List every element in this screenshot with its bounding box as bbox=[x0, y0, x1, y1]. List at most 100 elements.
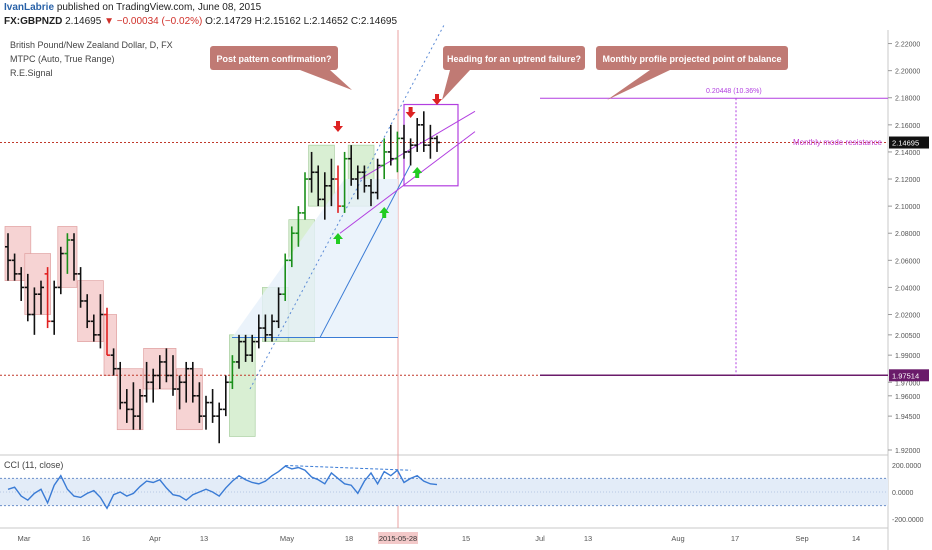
price-label-box bbox=[889, 369, 929, 382]
ohlc-bar bbox=[84, 294, 91, 329]
ohlc-bar bbox=[407, 138, 414, 166]
signal-box bbox=[308, 144, 335, 207]
ohlc-bar bbox=[434, 135, 440, 152]
y-tick-label: 2.10000 bbox=[895, 204, 920, 211]
ohlc-bar bbox=[156, 355, 163, 390]
ohlc-bar bbox=[123, 389, 130, 423]
pattern-drawings bbox=[232, 22, 476, 390]
symbol[interactable]: FX:GBPNZD bbox=[4, 16, 63, 27]
signal-box bbox=[77, 280, 104, 342]
ohlc-bar bbox=[176, 375, 183, 410]
ohlc-bar bbox=[348, 145, 355, 186]
y-tick-label: 2.00500 bbox=[895, 333, 920, 340]
ohlc-bar bbox=[302, 172, 308, 220]
ohlc-bar bbox=[57, 246, 64, 295]
ohlc-bar bbox=[288, 226, 295, 268]
x-tick-label: 16 bbox=[82, 534, 90, 543]
ohlc-bar bbox=[90, 314, 97, 342]
x-tick-label: 14 bbox=[852, 534, 860, 543]
ohlc-bar bbox=[269, 314, 275, 342]
cci-tick-label: 0.0000 bbox=[892, 490, 914, 497]
x-tick-label: Jul bbox=[535, 534, 545, 543]
y-tick-label: 2.16000 bbox=[895, 123, 920, 130]
callout-post-pattern: Post pattern confirmation? bbox=[210, 46, 352, 90]
sell-arrow-icon bbox=[333, 121, 343, 132]
y-tick-label: 2.18000 bbox=[895, 96, 920, 103]
ohlc-bar bbox=[262, 314, 269, 342]
x-tick-label: Apr bbox=[149, 534, 161, 543]
callout-text: Heading for an uptrend failure? bbox=[447, 54, 581, 64]
indicator-resignal: R.E.Signal bbox=[10, 68, 53, 78]
projection-area bbox=[232, 179, 398, 338]
ohlc-bar bbox=[401, 124, 407, 159]
ohlc-bar bbox=[335, 165, 341, 213]
ohlc-bar bbox=[38, 280, 44, 315]
y-tick-label: 1.99000 bbox=[895, 353, 920, 360]
ohlc-bar bbox=[137, 389, 143, 430]
last-price: 2.14695 bbox=[65, 16, 102, 27]
y-tick-label: 1.94500 bbox=[895, 414, 920, 421]
cci-tick-label: -200.0000 bbox=[892, 517, 924, 524]
x-tick-label: 13 bbox=[200, 534, 208, 543]
measure-label: 0.20448 (10.36%) bbox=[706, 88, 762, 95]
cci-label: CCI (11, close) bbox=[4, 460, 63, 470]
ohlc-bar bbox=[31, 287, 38, 335]
ohlc-bar bbox=[387, 124, 394, 166]
ohlc-bar bbox=[282, 253, 289, 301]
ohlc-bar bbox=[275, 287, 282, 329]
ohlc-bar bbox=[427, 124, 434, 159]
indicator-mtpc: MTPC (Auto, True Range) bbox=[10, 54, 115, 64]
ohlc-bar bbox=[150, 368, 157, 403]
ohlc-bar bbox=[341, 151, 348, 213]
ohlc-bar bbox=[255, 314, 262, 349]
ohlc-bar bbox=[203, 395, 209, 430]
y-tick-label: 2.22000 bbox=[895, 42, 920, 49]
cci-divergence bbox=[285, 464, 411, 471]
sell-arrow-icon bbox=[432, 94, 442, 105]
ohlc-bar bbox=[381, 138, 388, 180]
y-tick-label: 2.06000 bbox=[895, 258, 920, 265]
signal-arrows bbox=[333, 94, 442, 244]
ohlc-bar bbox=[242, 334, 249, 362]
y-tick-label: 2.14000 bbox=[895, 150, 920, 157]
signal-box bbox=[116, 368, 144, 431]
x-tick-label: 15 bbox=[462, 534, 470, 543]
low: L:2.14652 bbox=[303, 16, 349, 27]
buy-arrow-icon bbox=[333, 233, 343, 244]
ohlc-bar bbox=[18, 267, 25, 301]
ohlc-bar bbox=[170, 355, 176, 396]
close: C:2.14695 bbox=[350, 16, 398, 27]
price-label-box bbox=[889, 136, 929, 149]
ohlc-bar bbox=[5, 233, 11, 281]
ohlc-bar bbox=[394, 131, 401, 173]
signal-box bbox=[103, 314, 117, 376]
ohlc-bar bbox=[130, 382, 137, 430]
sell-arrow-icon bbox=[405, 107, 416, 118]
y-tick-label: 1.97000 bbox=[895, 380, 920, 387]
ohlc-bar bbox=[44, 267, 51, 329]
trend-line bbox=[319, 165, 411, 338]
ohlc-bar bbox=[361, 165, 368, 193]
date-cursor-box bbox=[378, 532, 418, 544]
x-tick-label: 13 bbox=[584, 534, 592, 543]
published-text: published on TradingView.com, June 08, 2… bbox=[56, 2, 262, 13]
ohlc-bar bbox=[295, 206, 302, 247]
author-name[interactable]: IvanLabrie bbox=[4, 2, 55, 13]
ohlc-bar bbox=[209, 389, 216, 423]
ohlc-bar bbox=[249, 334, 256, 362]
ohlc-bar bbox=[236, 334, 242, 369]
x-tick-label: Sep bbox=[795, 534, 808, 543]
change: ▼ −0.00034 (−0.02%) bbox=[104, 16, 203, 27]
open: O:2.14729 bbox=[205, 16, 252, 27]
date-cursor-label: 2015-05-28 bbox=[379, 534, 417, 543]
ohlc-bar bbox=[110, 348, 117, 376]
signal-box bbox=[229, 334, 256, 437]
ohlc-bar bbox=[11, 253, 18, 281]
x-tick-label: Aug bbox=[671, 534, 684, 543]
buy-arrow-icon bbox=[379, 207, 390, 218]
x-tick-label: May bbox=[280, 534, 294, 543]
ohlc-bar bbox=[216, 402, 223, 444]
ohlc-bar bbox=[368, 179, 374, 207]
ohlc-bar bbox=[104, 307, 110, 356]
